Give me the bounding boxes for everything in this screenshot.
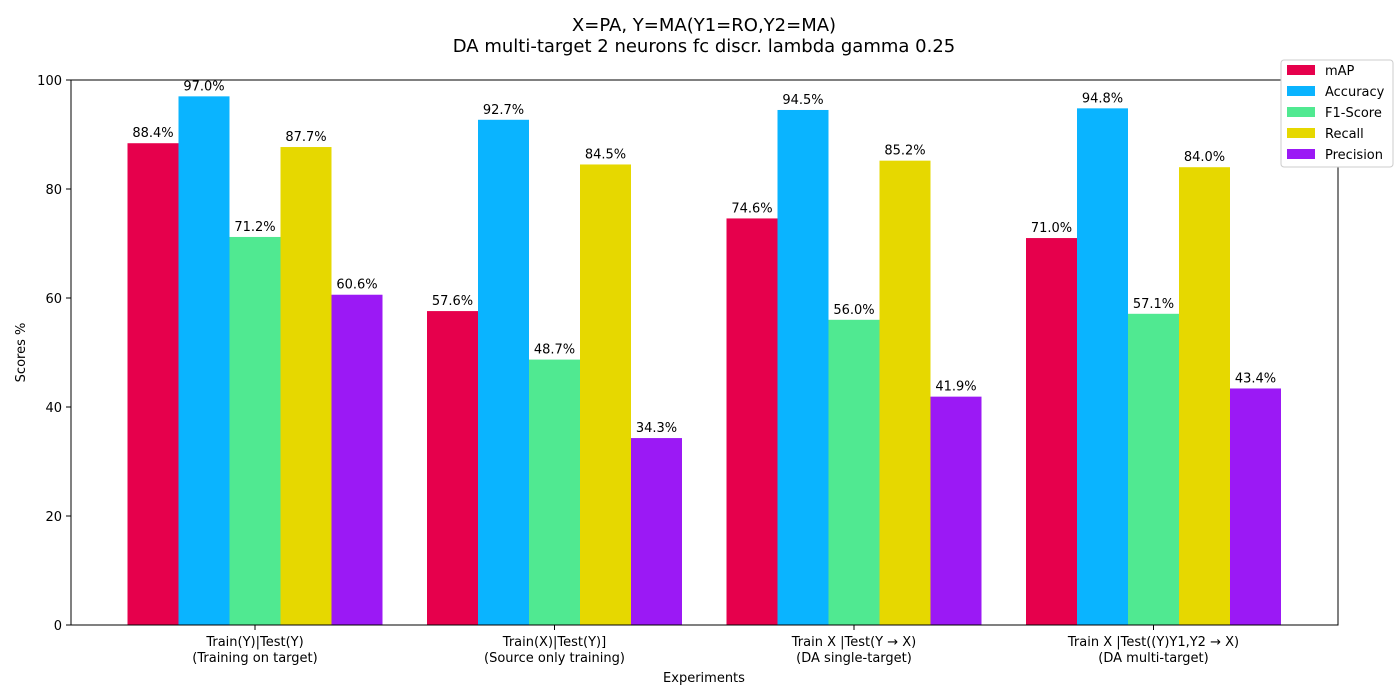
legend-swatch bbox=[1287, 65, 1315, 75]
bar-f1-score-2 bbox=[828, 319, 880, 625]
y-tick-label: 40 bbox=[45, 401, 62, 416]
legend-swatch bbox=[1287, 107, 1315, 117]
legend-swatch bbox=[1287, 86, 1315, 96]
data-label: 94.8% bbox=[1082, 91, 1123, 106]
x-tick-label: (DA multi-target) bbox=[1098, 651, 1208, 666]
chart-subtitle: DA multi-target 2 neurons fc discr. lamb… bbox=[453, 36, 956, 57]
y-axis-label: Scores % bbox=[14, 323, 29, 383]
data-labels-layer: 88.4% 57.6% 74.6% 71.0% 97.0% 92.7% 94.5% 94.8%… bbox=[132, 79, 1276, 436]
bar-precision-1 bbox=[631, 438, 682, 625]
data-label: 88.4% bbox=[132, 126, 173, 141]
legend-label: Recall bbox=[1325, 127, 1364, 142]
bar-f1-score-1 bbox=[529, 359, 580, 625]
data-label: 85.2% bbox=[884, 144, 925, 159]
x-tick-label: (DA single-target) bbox=[796, 651, 912, 666]
bar-f1-score-0 bbox=[229, 236, 281, 625]
legend-label: mAP bbox=[1325, 64, 1355, 79]
data-label: 41.9% bbox=[935, 380, 976, 395]
y-tick-label: 0 bbox=[54, 619, 62, 634]
bar-recall-2 bbox=[879, 160, 931, 625]
data-label: 60.6% bbox=[336, 278, 377, 293]
data-label: 57.6% bbox=[432, 294, 473, 309]
x-tick-label: (Training on target) bbox=[192, 651, 317, 666]
bar-precision-0 bbox=[331, 294, 383, 625]
legend-swatch bbox=[1287, 149, 1315, 159]
data-label: 48.7% bbox=[534, 343, 575, 358]
legend-label: F1-Score bbox=[1325, 106, 1382, 121]
data-label: 97.0% bbox=[183, 79, 224, 94]
legend-swatch bbox=[1287, 128, 1315, 138]
bar-precision-3 bbox=[1230, 388, 1281, 625]
bar-accuracy-1 bbox=[478, 119, 529, 625]
data-label: 84.0% bbox=[1184, 150, 1225, 165]
bar-precision-2 bbox=[930, 396, 982, 625]
bar-map-0 bbox=[127, 143, 179, 625]
legend-label: Precision bbox=[1325, 148, 1383, 163]
legend: mAP Accuracy F1-Score Recall Precision bbox=[1280, 59, 1394, 168]
x-tick-label: Train(X)|Test(Y)] bbox=[502, 635, 606, 650]
bar-map-2 bbox=[726, 218, 778, 625]
x-tick-label: Train(Y)|Test(Y) bbox=[205, 635, 303, 650]
data-label: 43.4% bbox=[1235, 371, 1276, 386]
y-tick-label: 20 bbox=[45, 510, 62, 525]
x-axis-label: Experiments bbox=[663, 671, 745, 686]
bar-f1-score-3 bbox=[1128, 313, 1179, 625]
data-label: 71.2% bbox=[234, 220, 275, 235]
bar-accuracy-3 bbox=[1077, 108, 1128, 626]
data-label: 34.3% bbox=[636, 421, 677, 436]
data-label: 71.0% bbox=[1031, 221, 1072, 236]
chart-title: X=PA, Y=MA(Y1=RO,Y2=MA) bbox=[572, 15, 836, 36]
plot-frame bbox=[70, 79, 1339, 626]
bar-map-1 bbox=[427, 311, 478, 625]
data-label: 57.1% bbox=[1133, 297, 1174, 312]
y-tick-label: 60 bbox=[45, 292, 62, 307]
x-tick-label: (Source only training) bbox=[484, 651, 625, 666]
y-tick-label: 80 bbox=[45, 183, 62, 198]
bar-accuracy-2 bbox=[777, 109, 829, 626]
bar-accuracy-0 bbox=[178, 96, 230, 626]
bar-recall-0 bbox=[280, 147, 332, 625]
data-label: 92.7% bbox=[483, 103, 524, 118]
x-tick-label: Train X |Test((Y)Y1,Y2 → X) bbox=[1067, 635, 1239, 650]
y-tick-label: 100 bbox=[37, 74, 62, 89]
bar-map-3 bbox=[1026, 238, 1077, 626]
data-label: 94.5% bbox=[782, 93, 823, 108]
x-axis: Train(Y)|Test(Y)(Training on target) Trai… bbox=[192, 625, 1239, 666]
bars-layer bbox=[127, 96, 1281, 626]
bar-recall-3 bbox=[1179, 167, 1230, 625]
x-tick-label: Train X |Test(Y → X) bbox=[791, 635, 917, 650]
data-label: 87.7% bbox=[285, 130, 326, 145]
data-label: 84.5% bbox=[585, 147, 626, 162]
y-axis: 0 20 40 60 80 100 bbox=[37, 74, 71, 634]
data-label: 74.6% bbox=[731, 201, 772, 216]
legend-label: Accuracy bbox=[1325, 85, 1385, 100]
data-label: 56.0% bbox=[833, 303, 874, 318]
bar-recall-1 bbox=[580, 164, 631, 625]
